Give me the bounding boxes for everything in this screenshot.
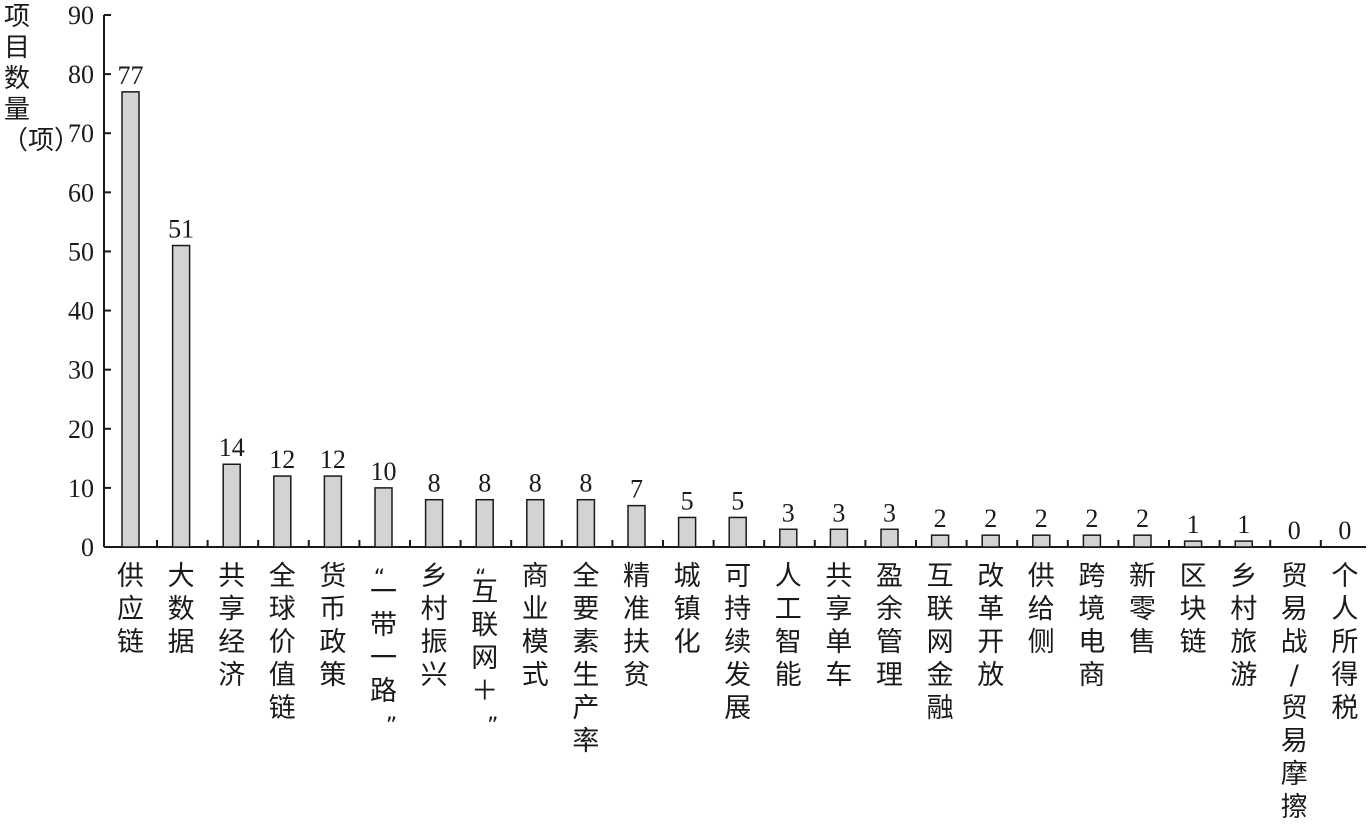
x-tick-label: 精准扶贫: [623, 561, 650, 691]
data-label: 3: [883, 498, 896, 527]
data-label: 3: [832, 498, 845, 527]
bar: [880, 528, 899, 548]
x-tick-label: 大数据: [168, 561, 195, 658]
x-tick-label: 供给侧: [1028, 561, 1055, 658]
data-label: 2: [1136, 504, 1149, 533]
bar: [981, 534, 1000, 548]
bar: [829, 528, 849, 548]
x-tick-label: 改革开放: [977, 561, 1004, 691]
x-tick-label: 共享单车: [825, 561, 852, 691]
bars: [121, 91, 1253, 548]
x-tick-label: 盈余管理: [876, 561, 903, 691]
y-tick-labels: 0 10 20 30 40 50 60 70 80 90: [68, 1, 94, 562]
y-tick-label: 40: [68, 297, 94, 326]
x-tick-label: 全球价值链: [269, 561, 296, 724]
bar: [475, 498, 494, 548]
x-tick-label: 跨境电商: [1078, 561, 1105, 691]
x-tick-label: 互联网金融: [927, 561, 954, 724]
bar: [1133, 534, 1152, 548]
x-tick-label: “一带一路”: [370, 566, 397, 739]
bar: [273, 475, 292, 548]
x-tick-label: 区块链: [1180, 561, 1207, 658]
bar: [627, 504, 646, 548]
data-label: 3: [782, 498, 795, 527]
bar: [1183, 540, 1203, 548]
bar: [526, 498, 545, 548]
x-tick-label: 全要素生产率: [572, 561, 599, 757]
data-label: 2: [934, 504, 947, 533]
x-tick-label: 城镇化: [674, 561, 701, 658]
data-label: 8: [428, 469, 441, 498]
x-tick-label: 个人所得税: [1331, 561, 1358, 724]
y-tick-label: 80: [68, 60, 94, 89]
bar: [728, 516, 747, 548]
y-tick-label: 90: [68, 1, 94, 30]
bar: [121, 91, 140, 548]
bar: [323, 475, 343, 548]
y-tick-label: 0: [81, 533, 94, 562]
y-tick-label: 20: [68, 415, 94, 444]
bar: [171, 244, 191, 548]
y-tick-label: 50: [68, 237, 94, 266]
x-tick-label: 商业模式: [522, 561, 549, 691]
y-tick-label: 60: [68, 178, 94, 207]
data-label: 8: [579, 469, 592, 498]
data-label: 8: [529, 469, 542, 498]
data-label: 2: [1035, 504, 1048, 533]
data-label: 12: [269, 445, 295, 474]
data-label: 77: [118, 61, 144, 90]
data-label: 10: [371, 457, 397, 486]
data-label: 2: [984, 504, 997, 533]
y-tick-label: 70: [68, 119, 94, 148]
data-label: 51: [168, 215, 194, 244]
data-label: 5: [731, 486, 744, 515]
data-label: 14: [219, 433, 245, 462]
data-label: 2: [1085, 504, 1098, 533]
x-tick-label: 乡村振兴: [421, 561, 448, 691]
x-tick-label: 共享经济: [218, 561, 245, 691]
x-tick-label: 乡村旅游: [1230, 561, 1257, 691]
x-tick-label: 供应链: [117, 561, 144, 658]
x-tick-label: 新零售: [1129, 561, 1156, 658]
bar: [576, 498, 596, 548]
data-label: 12: [320, 445, 346, 474]
x-tick-label: 人工智能: [775, 561, 802, 691]
x-tick-label: 货币政策: [319, 561, 346, 691]
bar: [374, 487, 393, 548]
bar: [779, 528, 798, 548]
data-label: 1: [1237, 510, 1250, 539]
y-tick-label: 10: [68, 474, 94, 503]
x-tick-label: 贸易战/贸易摩擦: [1281, 561, 1308, 823]
bar: [677, 516, 697, 548]
bar: [1082, 534, 1102, 548]
data-label: 5: [681, 486, 694, 515]
bar: [1234, 540, 1253, 548]
bar: [1032, 534, 1051, 548]
data-label: 0: [1338, 516, 1351, 545]
bar: [424, 498, 444, 548]
data-label: 1: [1187, 510, 1200, 539]
y-tick-label: 30: [68, 356, 94, 385]
data-label: 7: [630, 475, 643, 504]
bar: [222, 463, 241, 548]
x-tick-label: “互联网＋”: [471, 566, 498, 739]
x-tick-label: 可持续发展: [724, 561, 751, 724]
data-label: 8: [478, 469, 491, 498]
bar: [930, 534, 950, 548]
data-label: 0: [1288, 516, 1301, 545]
